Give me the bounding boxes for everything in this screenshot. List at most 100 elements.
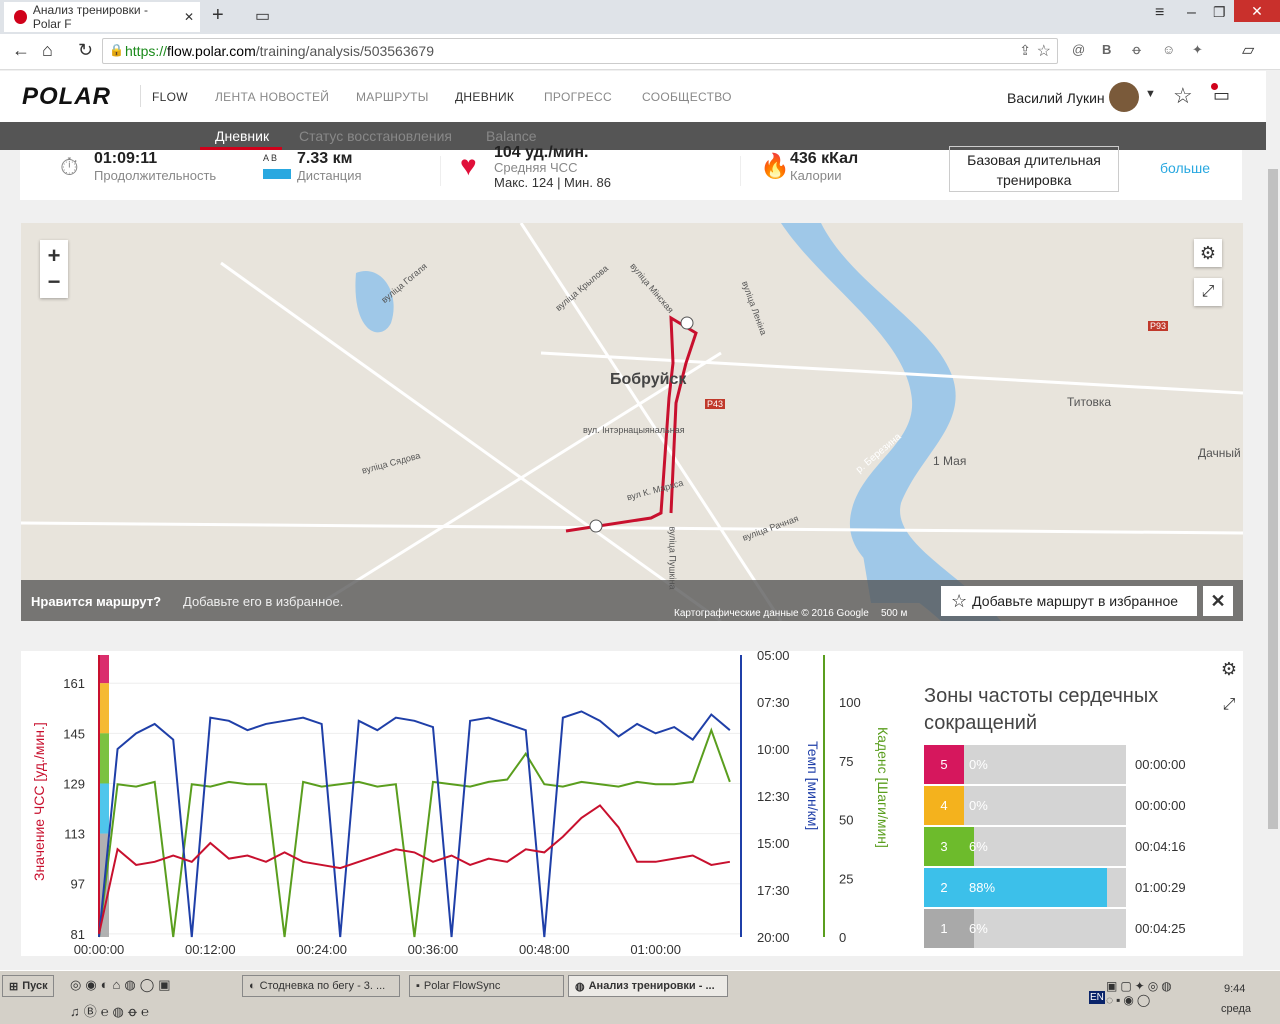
nav-diary[interactable]: ДНЕВНИК [455, 90, 515, 104]
nav-feed[interactable]: ЛЕНТА НОВОСТЕЙ [215, 90, 330, 104]
task-label: Polar FlowSync [423, 980, 501, 992]
quick-launch-icons[interactable]: ◎◉◐⌂◍◯▣ [70, 977, 175, 992]
vk-icon[interactable]: B [1102, 42, 1112, 57]
back-icon[interactable]: ← [12, 40, 30, 60]
mail-icon[interactable]: @ [1072, 42, 1086, 57]
tab-title: Анализ тренировки - Polar F [32, 3, 148, 31]
zone-band [99, 655, 109, 684]
close-tab-icon[interactable]: ✕ [183, 10, 194, 24]
time-tick-label: 00:48:00 [519, 942, 570, 956]
fullscreen-icon[interactable]: ⤢ [1194, 278, 1222, 306]
route-map[interactable]: Бобруйск Титовка Дачный 1 Мая р. Березин… [21, 223, 1243, 621]
training-type-button[interactable]: Базовая длительная тренировка [949, 146, 1119, 192]
zone-band [99, 683, 109, 734]
taskbar-task[interactable]: ◐ Стодневка по бегу - 3. ... [242, 975, 400, 997]
zone-number: 2 [924, 868, 964, 907]
training-summary: ⏱ 01:09:11 Продолжительность A B 7.33 км… [20, 144, 1242, 200]
polar-logo[interactable]: POLAR [22, 83, 111, 110]
home-icon[interactable]: ⌂ [42, 40, 53, 60]
twitter-icon[interactable]: ✦ [1192, 42, 1203, 57]
chart-fullscreen-icon[interactable]: ⤢ [1215, 691, 1243, 719]
subnav-balance[interactable]: Balance [486, 128, 537, 144]
flowsync-icon: ▪ [416, 980, 420, 992]
hr-zone-row: 2 88% 01:00:29 [924, 868, 1186, 907]
calories-value: 436 кКал [790, 150, 859, 167]
taskbar-task[interactable]: ▪ Polar FlowSync [409, 975, 564, 997]
new-tab-icon[interactable]: + [212, 4, 224, 26]
more-link[interactable]: больше [1160, 160, 1210, 176]
moimir-icon[interactable]: ☺ [1162, 42, 1176, 57]
tray-icons[interactable]: ▣▢✦◎◍ ◌▪◉◯ [1106, 979, 1175, 1007]
map-canvas [21, 223, 1243, 621]
tab-list-icon[interactable]: ▭ [255, 8, 271, 25]
zone-time: 01:00:29 [1135, 880, 1186, 895]
river [781, 223, 1001, 621]
zone-time: 00:04:25 [1135, 921, 1186, 936]
notifications-icon[interactable]: ▭ [1213, 85, 1231, 105]
taskbar-task-active[interactable]: ◍ Анализ тренировки - ... [568, 975, 728, 997]
road-badge: P43 [705, 399, 726, 409]
ok-icon[interactable]: ꝋ [1132, 42, 1142, 57]
scrollbar-thumb[interactable] [1268, 169, 1278, 829]
minimize-icon[interactable]: – [1187, 4, 1196, 21]
page-scrollbar[interactable] [1266, 71, 1280, 970]
clock-day: среда [1221, 1003, 1252, 1015]
zone-bar-fill [964, 827, 974, 866]
bookmark-star-icon[interactable]: ☆ [1036, 43, 1051, 60]
divider [140, 85, 141, 107]
cadence-tick-label: 100 [839, 695, 861, 710]
zone-bar: 88% [964, 868, 1126, 907]
roads [21, 223, 1243, 621]
nav-community[interactable]: СООБЩЕСТВО [642, 90, 732, 104]
chart-settings-gear-icon[interactable]: ⚙ [1215, 655, 1243, 683]
chevron-down-icon[interactable]: ▼ [1145, 88, 1156, 100]
user-name[interactable]: Василий Лукин [1007, 90, 1105, 106]
share-icon[interactable]: ⇪ [1019, 42, 1031, 58]
zoom-in-button[interactable]: + [47, 243, 61, 268]
pace-tick-label: 10:00 [757, 742, 790, 757]
nav-routes[interactable]: МАРШРУТЫ [356, 90, 429, 104]
restore-icon[interactable]: ❐ [1213, 4, 1226, 20]
favorites-star-icon[interactable]: ☆ [1173, 83, 1193, 108]
ab-label: A B [263, 153, 278, 163]
duration-value: 01:09:11 [94, 150, 158, 167]
subnav-recovery[interactable]: Статус восстановления [299, 128, 452, 144]
nav-progress[interactable]: ПРОГРЕСС [544, 90, 612, 104]
zone-percent: 6% [969, 921, 988, 936]
clock-time: 9:44 [1224, 983, 1246, 995]
quick-launch-icons-row2[interactable]: ♫Ⓑ℮◍ꝋ℮ [70, 1004, 153, 1019]
reload-icon[interactable]: ↻ [78, 40, 94, 60]
avatar[interactable] [1109, 82, 1139, 112]
map-scale: 500 м [881, 608, 908, 619]
map-settings-gear-icon[interactable]: ⚙ [1194, 239, 1222, 267]
map-label: Титовка [1067, 395, 1112, 409]
zone-band [99, 733, 109, 784]
subnav-diary[interactable]: Дневник [215, 128, 270, 144]
zone-number: 5 [924, 745, 964, 784]
zoom-controls: + − [40, 240, 68, 298]
add-favorite-button[interactable]: ☆ Добавьте маршрут в избранное [941, 586, 1197, 616]
hr-tick-label: 81 [71, 927, 85, 942]
zoom-out-button[interactable]: − [47, 269, 61, 294]
pace-tick-label: 07:30 [757, 695, 790, 710]
cadence-tick-label: 50 [839, 813, 853, 828]
hr-tick-label: 161 [63, 676, 85, 691]
chat-icon[interactable]: ▱ [1242, 42, 1255, 59]
route-marker-1[interactable] [589, 519, 603, 533]
zone-time: 00:00:00 [1135, 757, 1186, 772]
start-button[interactable]: ⊞ Пуск [2, 975, 54, 997]
lake [355, 271, 394, 333]
zone-bar: 0% [964, 745, 1126, 784]
distance-label: Дистанция [297, 168, 362, 183]
browser-tab[interactable]: Анализ тренировки - Polar F ✕ [4, 2, 200, 32]
close-window-icon[interactable]: ✕ [1234, 0, 1280, 22]
favorite-route-banner: Нравится маршрут? Добавьте его в избранн… [21, 580, 1243, 621]
hr-zone-row: 3 6% 00:04:16 [924, 827, 1186, 866]
url-input[interactable]: 🔒 https://flow.polar.com/training/analys… [102, 38, 1058, 64]
zone-number: 3 [924, 827, 964, 866]
menu-icon[interactable]: ≡ [1155, 4, 1165, 21]
language-indicator[interactable]: EN [1089, 991, 1105, 1004]
route-marker-2[interactable] [680, 316, 694, 330]
cadence-axis-label: Каденс [Шаги/мин] [875, 727, 891, 848]
close-banner-button[interactable]: ✕ [1203, 586, 1233, 616]
